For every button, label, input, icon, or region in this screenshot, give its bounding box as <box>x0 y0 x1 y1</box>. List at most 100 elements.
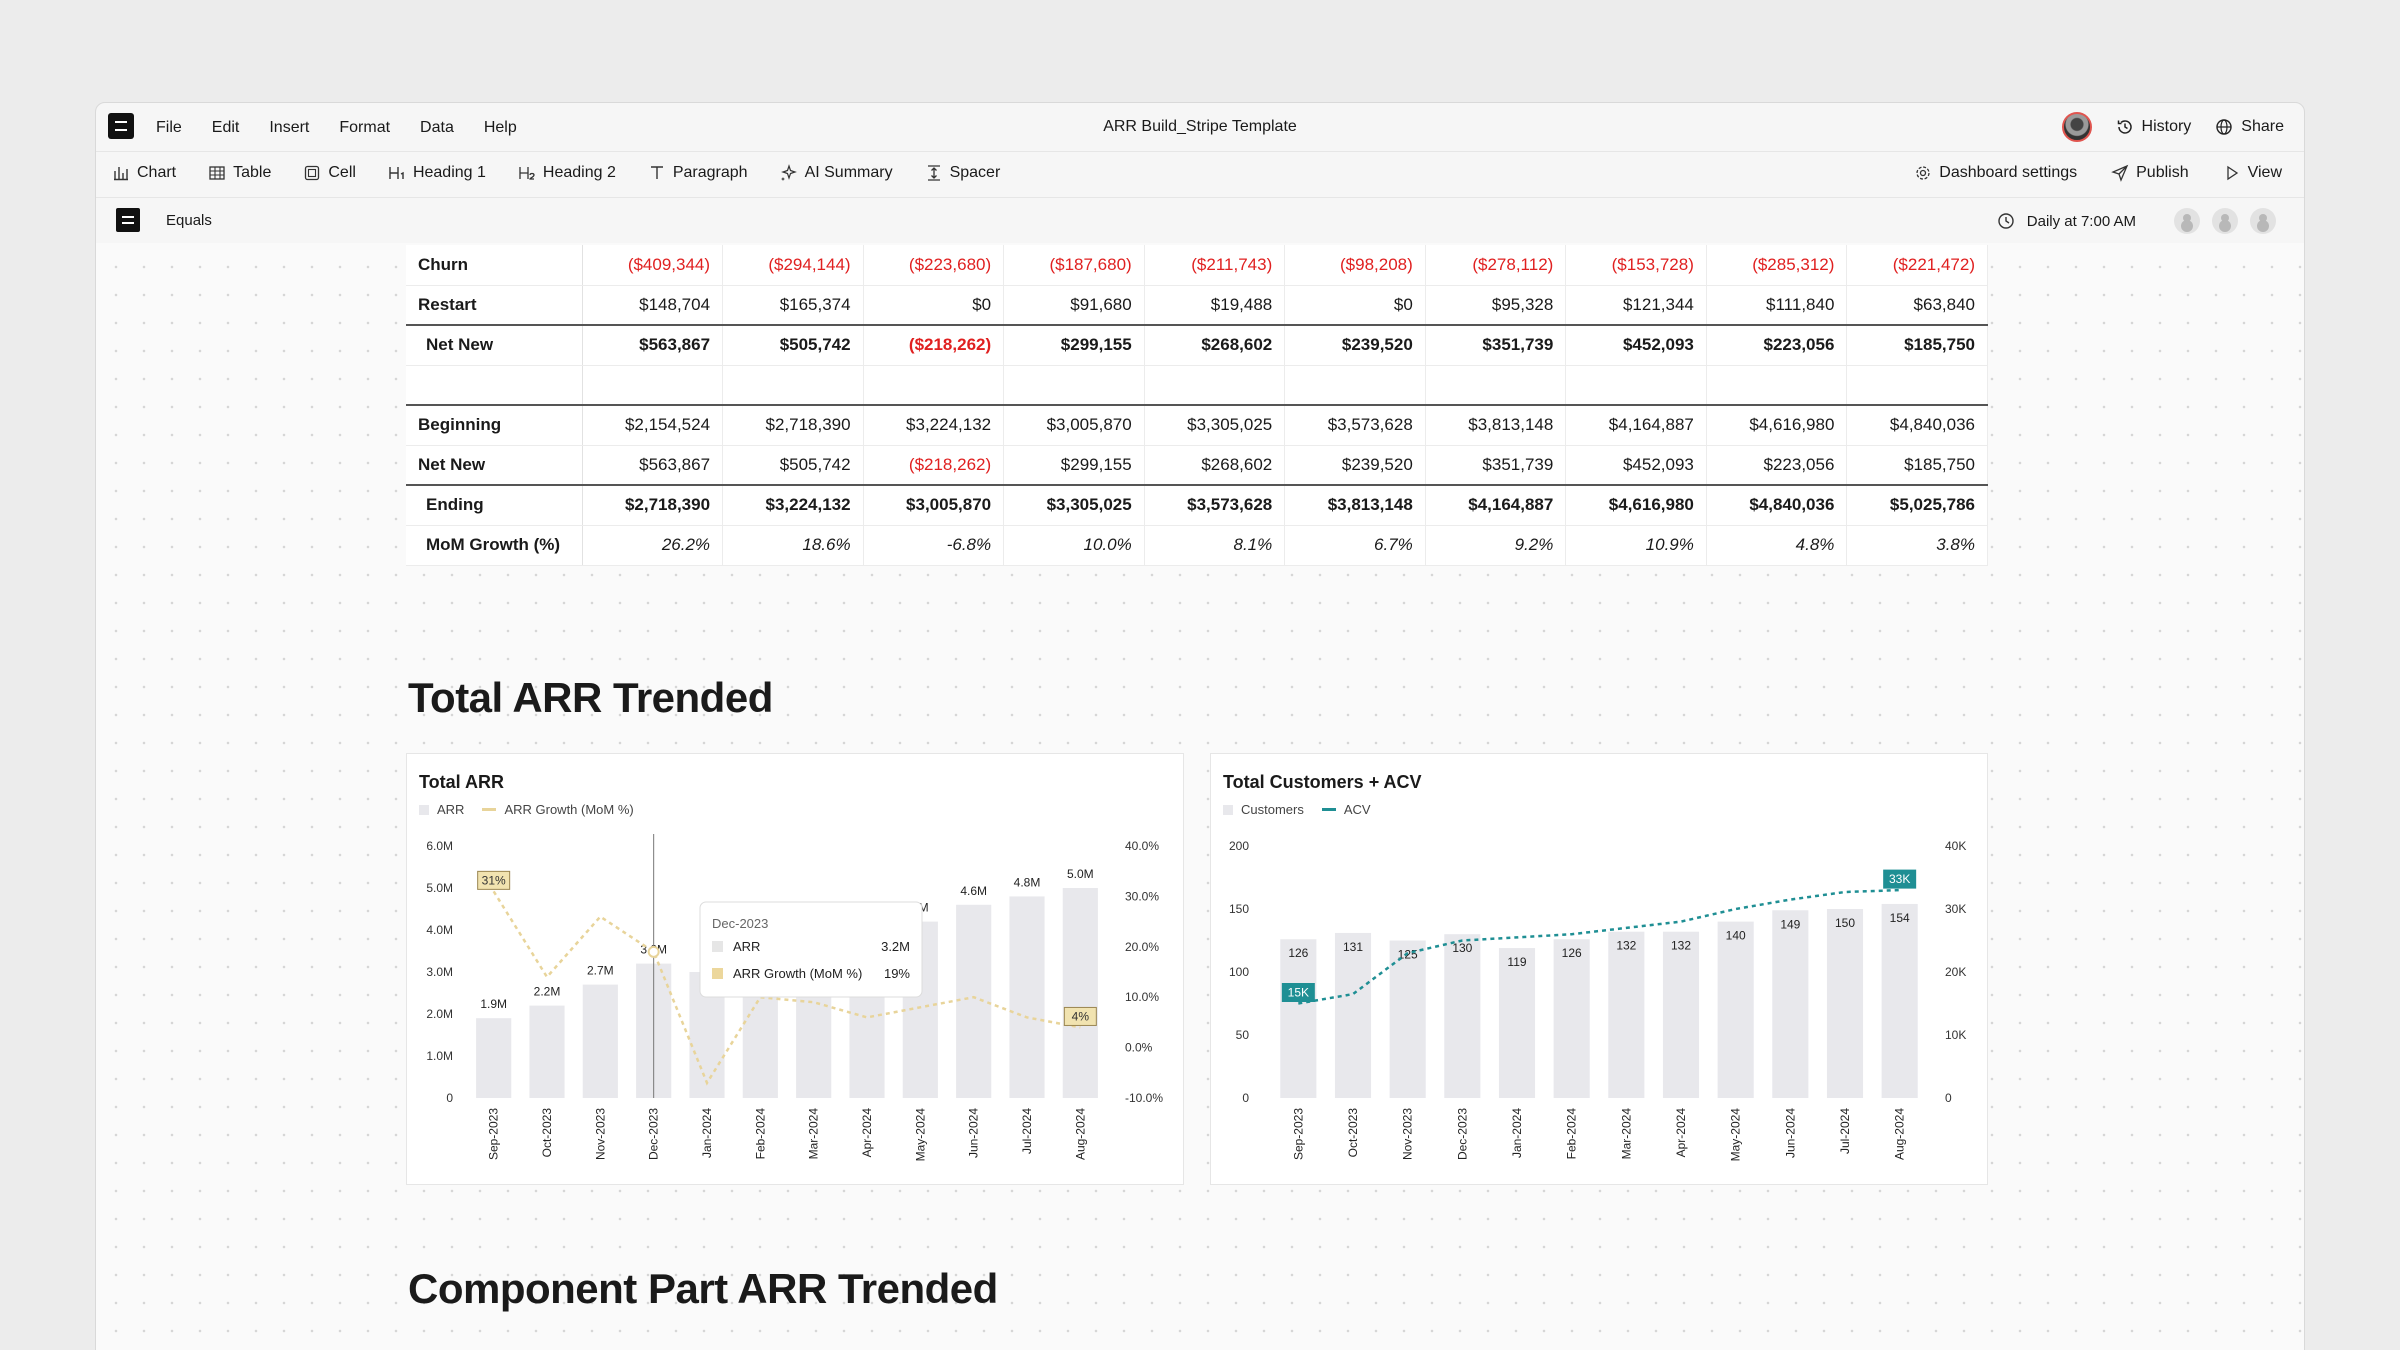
hover-point[interactable] <box>647 945 660 958</box>
equals-logo[interactable] <box>108 113 134 139</box>
table-cell[interactable] <box>1425 365 1567 406</box>
legend-acv[interactable]: ACV <box>1321 802 1371 817</box>
bar[interactable] <box>1444 934 1481 1098</box>
table-cell[interactable]: 18.6% <box>722 525 864 566</box>
viewer-avatar-2[interactable] <box>2212 208 2238 234</box>
table-cell[interactable]: ($98,208) <box>1284 245 1426 286</box>
table-cell[interactable]: 10.0% <box>1003 525 1145 566</box>
line-point[interactable] <box>1078 1025 1082 1029</box>
table-cell[interactable]: $299,155 <box>1003 324 1145 366</box>
bar[interactable] <box>956 904 992 1098</box>
table-cell[interactable]: ($278,112) <box>1425 245 1567 286</box>
table-cell[interactable]: 10.9% <box>1565 525 1707 566</box>
table-cell[interactable]: $268,602 <box>1144 324 1286 366</box>
table-cell[interactable] <box>1846 365 1988 406</box>
menu-format[interactable]: Format <box>339 119 391 136</box>
table-cell[interactable]: ($285,312) <box>1706 245 1848 286</box>
table-cell[interactable] <box>582 365 724 406</box>
bar[interactable] <box>1826 909 1864 1098</box>
table-cell[interactable]: $0 <box>1284 285 1426 326</box>
bar[interactable] <box>1717 921 1754 1098</box>
viewer-avatar-1[interactable] <box>2174 208 2200 234</box>
table-cell[interactable]: $3,813,148 <box>1284 484 1426 526</box>
table-cell[interactable]: $2,154,524 <box>582 404 724 446</box>
table-cell[interactable] <box>1706 365 1848 406</box>
menu-help[interactable]: Help <box>483 119 517 136</box>
bar[interactable] <box>1608 931 1645 1098</box>
insert-spacer-button[interactable]: Spacer <box>925 164 1000 182</box>
line-point[interactable] <box>1406 951 1410 955</box>
insert-chart-button[interactable]: Chart <box>112 164 176 182</box>
table-cell[interactable]: $3,305,025 <box>1003 484 1145 526</box>
table-cell[interactable]: $3,305,025 <box>1144 404 1286 446</box>
line-point[interactable] <box>1515 935 1519 939</box>
table-cell[interactable]: $3,573,628 <box>1284 404 1426 446</box>
legend-arr[interactable]: ARR <box>419 802 464 817</box>
table-cell[interactable]: $165,374 <box>722 285 864 326</box>
line-point[interactable] <box>1734 907 1738 911</box>
menu-data[interactable]: Data <box>420 119 454 136</box>
line-point[interactable] <box>545 975 549 979</box>
bar[interactable] <box>1881 903 1918 1098</box>
bar[interactable] <box>1280 939 1317 1098</box>
table-cell[interactable]: $299,155 <box>1003 445 1145 486</box>
dashboard-settings-button[interactable]: Dashboard settings <box>1914 164 2077 182</box>
menu-edit[interactable]: Edit <box>211 119 240 136</box>
table-cell[interactable]: $2,718,390 <box>722 404 864 446</box>
line-point[interactable] <box>865 1015 869 1019</box>
line-point[interactable] <box>1624 926 1628 930</box>
bar[interactable] <box>1334 932 1372 1098</box>
table-cell[interactable]: $239,520 <box>1284 445 1426 486</box>
insert-paragraph-button[interactable]: Paragraph <box>648 164 748 182</box>
table-cell[interactable]: ($211,743) <box>1144 245 1286 286</box>
table-cell[interactable]: $4,164,887 <box>1565 404 1707 446</box>
document-title[interactable]: ARR Build_Stripe Template <box>1103 118 1297 135</box>
series-line[interactable] <box>492 890 1081 1086</box>
insert-cell-button[interactable]: Cell <box>303 164 356 182</box>
user-avatar[interactable] <box>2061 112 2092 142</box>
bar[interactable] <box>1662 931 1700 1098</box>
table-cell[interactable]: $563,867 <box>582 445 724 486</box>
table-cell[interactable] <box>1144 365 1286 406</box>
line-point[interactable] <box>918 1005 922 1009</box>
table-cell[interactable]: -6.8% <box>863 525 1005 566</box>
table-cell[interactable]: $2,718,390 <box>582 484 724 526</box>
table-cell[interactable]: $505,742 <box>722 445 864 486</box>
table-cell[interactable]: $3,813,148 <box>1425 404 1567 446</box>
line-point[interactable] <box>1570 932 1574 936</box>
table-cell[interactable]: $4,840,036 <box>1706 484 1848 526</box>
view-button[interactable]: View <box>2223 164 2282 182</box>
table-cell[interactable]: $351,739 <box>1425 324 1567 366</box>
total-arr-heading[interactable]: Total ARR Trended <box>408 674 773 721</box>
row-label[interactable]: Churn <box>406 245 583 286</box>
bar[interactable] <box>1498 948 1536 1098</box>
row-label[interactable]: Net New <box>406 445 583 486</box>
table-cell[interactable]: $111,840 <box>1706 285 1848 326</box>
table-cell[interactable]: $19,488 <box>1144 285 1286 326</box>
table-cell[interactable]: $5,025,786 <box>1846 484 1988 526</box>
menu-file[interactable]: File <box>156 119 182 136</box>
line-point[interactable] <box>1460 939 1464 943</box>
table-cell[interactable]: $563,867 <box>582 324 724 366</box>
table-cell[interactable]: $95,328 <box>1425 285 1567 326</box>
table-cell[interactable]: ($218,262) <box>863 445 1005 486</box>
line-point[interactable] <box>705 1081 709 1085</box>
insert-ai-summary-button[interactable]: AI Summary <box>780 164 893 182</box>
table-cell[interactable]: $452,093 <box>1565 324 1707 366</box>
table-cell[interactable] <box>863 365 1005 406</box>
table-cell[interactable]: $91,680 <box>1003 285 1145 326</box>
line-point[interactable] <box>972 995 976 999</box>
viewer-avatar-3[interactable] <box>2250 208 2276 234</box>
table-cell[interactable]: ($153,728) <box>1565 245 1707 286</box>
table-cell[interactable]: $223,056 <box>1706 445 1848 486</box>
table-cell[interactable]: $3,224,132 <box>722 484 864 526</box>
table-cell[interactable]: $121,344 <box>1565 285 1707 326</box>
table-cell[interactable]: 4.8% <box>1706 525 1848 566</box>
insert-heading1-button[interactable]: Heading 1 <box>388 164 486 182</box>
table-cell[interactable]: $4,840,036 <box>1846 404 1988 446</box>
bar[interactable] <box>1009 896 1045 1098</box>
table-cell[interactable]: $185,750 <box>1846 445 1988 486</box>
menu-insert[interactable]: Insert <box>269 119 310 136</box>
table-cell[interactable]: 9.2% <box>1425 525 1567 566</box>
line-point[interactable] <box>598 915 602 919</box>
